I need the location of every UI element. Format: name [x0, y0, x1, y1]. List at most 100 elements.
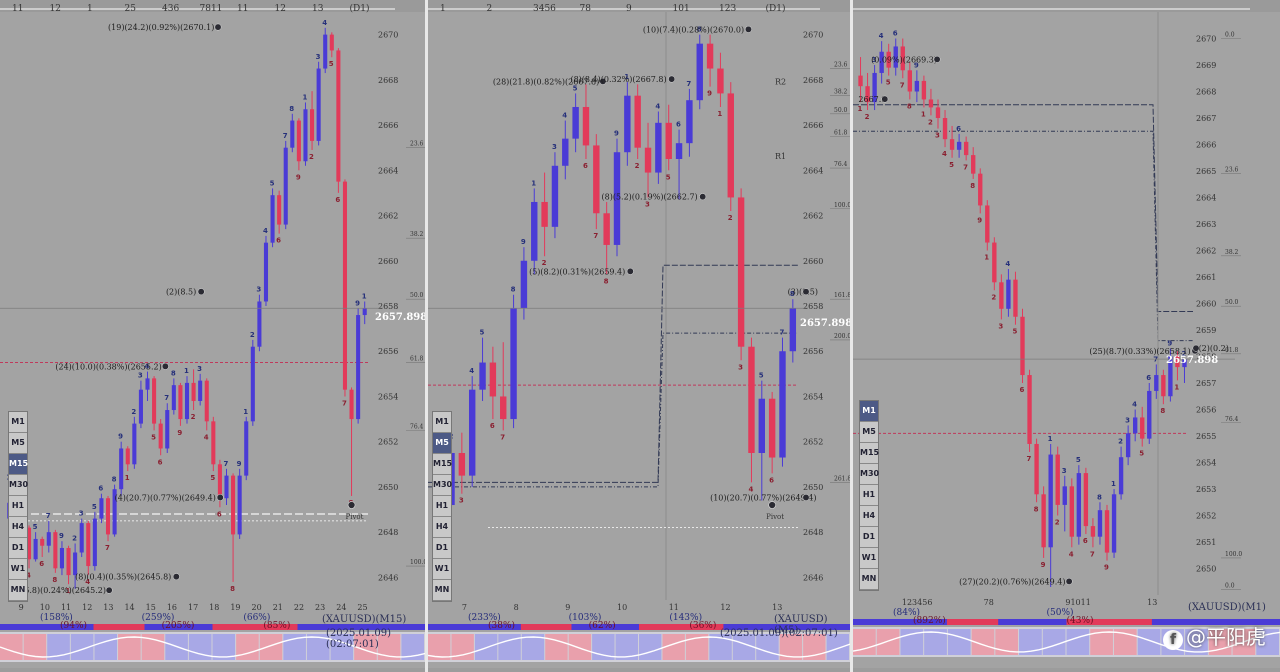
timeframe-d1[interactable]: D1: [9, 538, 27, 559]
percent-label: (84%): [893, 607, 920, 618]
timeframe-w1[interactable]: W1: [860, 548, 878, 569]
sequence-count-up: 7: [164, 394, 169, 402]
timeframe-h4[interactable]: H4: [860, 506, 878, 527]
timeframe-m5[interactable]: M5: [860, 422, 878, 443]
sequence-count-down: 2: [542, 259, 547, 267]
sequence-count-down: 8: [230, 585, 235, 593]
candle-body: [928, 99, 934, 108]
timeframe-w1[interactable]: W1: [433, 559, 451, 580]
sequence-count-down: 3: [459, 497, 464, 505]
sequence-count-up: 9: [118, 433, 123, 441]
chart-panel-m5[interactable]: 1 2 3456 78 9 101 123 (D1) 2646 2648 2650 2652 2654 2…: [428, 0, 850, 668]
sequence-count-up: 8: [790, 290, 795, 298]
symbol-label: (XAUUSD)(M1): [1188, 602, 1266, 613]
timeframe-m15[interactable]: M15: [433, 454, 452, 475]
timeframe-m5[interactable]: M5: [433, 433, 451, 454]
candle-body: [1132, 417, 1138, 434]
swing-annotation: (5)(8.2)(0.31%)(2659.4): [529, 267, 625, 276]
timeframe-h1[interactable]: H1: [860, 485, 878, 506]
timeframe-d1[interactable]: D1: [433, 538, 451, 559]
y-tick-label: 2667: [1196, 114, 1216, 123]
top-time-label: 101: [673, 4, 690, 14]
timeframe-w1[interactable]: W1: [9, 559, 27, 580]
candle-body: [1013, 279, 1018, 317]
timeframe-m5[interactable]: M5: [9, 433, 27, 454]
timeframe-h1[interactable]: H1: [433, 496, 451, 517]
fib-label: 100.0: [410, 559, 425, 566]
swing-annotation: (0.09%)(2669.3): [871, 55, 937, 64]
sequence-count-up: 7: [779, 329, 784, 337]
swing-marker: [599, 77, 607, 85]
candle-body: [900, 46, 905, 71]
oscillator-block: [1137, 629, 1161, 655]
sequence-count-down: 2: [635, 162, 640, 170]
candle-body: [956, 141, 962, 150]
swing-annotation: (2)(0.2): [1199, 344, 1229, 353]
timeframe-h1[interactable]: H1: [9, 496, 27, 517]
top-time-label: 78: [580, 4, 592, 14]
timeframe-m30[interactable]: M30: [9, 475, 28, 496]
sequence-count-up: 1: [302, 93, 307, 101]
y-tick-label: 2666: [803, 121, 823, 130]
chart-panel-m15[interactable]: 11 12 1 25 436 7811 11 12 13 (D1) 2646 2648 2650 2652…: [0, 0, 425, 668]
candle-body: [1020, 316, 1025, 376]
x-tick-label: 13: [1147, 598, 1157, 607]
timeframe-h4[interactable]: H4: [433, 517, 451, 538]
sequence-count-down: 1: [858, 105, 863, 113]
candle-body: [1140, 417, 1145, 439]
sequence-count-down: 5: [886, 79, 891, 87]
oscillator-block: [474, 634, 498, 660]
sequence-count-down: 6: [217, 510, 222, 518]
y-tick-label: 2658: [803, 302, 823, 311]
timeframe-m15[interactable]: M15: [9, 454, 28, 475]
sequence-count-up: 4: [322, 19, 327, 27]
candle-body: [665, 122, 672, 159]
candle-body: [551, 165, 559, 227]
top-time-label: 3456: [533, 4, 556, 14]
bid-price-label: 2657.898: [1166, 355, 1219, 366]
fib-label: 0.0: [1225, 32, 1235, 39]
timeframe-mn[interactable]: MN: [9, 580, 27, 601]
candle-body: [489, 362, 497, 397]
trend-bar-segment: [520, 624, 572, 630]
percent-label: (36%): [689, 620, 716, 631]
timeframe-mn[interactable]: MN: [433, 580, 451, 601]
sequence-count-up: 3: [256, 286, 261, 294]
y-tick-label: 2664: [378, 166, 398, 175]
x-tick-label: 12: [720, 603, 730, 612]
candle-body: [510, 308, 517, 420]
sequence-count-down: 6: [583, 162, 588, 170]
sequence-count-up: 5: [33, 523, 38, 531]
swing-annotation: (4)(20.7)(0.77%)(2649.4): [115, 493, 216, 502]
timeframe-m1[interactable]: M1: [433, 412, 451, 433]
pivot-marker: [347, 501, 356, 509]
sequence-count-down: 6: [1020, 386, 1025, 394]
y-tick-label: 2648: [803, 528, 823, 537]
candle-body: [1041, 494, 1046, 548]
top-time-label: 1: [87, 4, 93, 14]
candle-body: [53, 532, 58, 569]
x-tick-label: 11: [61, 603, 71, 612]
timeframe-mn[interactable]: MN: [860, 569, 878, 590]
candle-body: [204, 380, 209, 422]
sequence-count-up: 8: [289, 105, 294, 113]
oscillator-block: [1019, 629, 1042, 655]
timeframe-m1[interactable]: M1: [860, 401, 878, 422]
chart-panel-m1[interactable]: 2650 2651 2652 2653 2654 2655 2656 2657 2658 2659…: [853, 0, 1280, 668]
sequence-count-down: 4: [204, 433, 209, 441]
timeframe-m30[interactable]: M30: [433, 475, 452, 496]
fib-label: 50.0: [1225, 299, 1239, 306]
timeframe-m15[interactable]: M15: [860, 443, 879, 464]
timeframe-h4[interactable]: H4: [9, 517, 27, 538]
candle-body: [949, 139, 955, 150]
timeframe-m1[interactable]: M1: [9, 412, 27, 433]
candle-body: [152, 378, 157, 424]
candle-body: [644, 147, 652, 173]
sequence-count-down: 9: [707, 90, 712, 98]
timeframe-m30[interactable]: M30: [860, 464, 879, 485]
percent-label: (85%): [263, 620, 290, 631]
candle-body: [336, 50, 341, 182]
candle-body: [768, 398, 776, 458]
swing-marker: [1192, 344, 1200, 352]
timeframe-d1[interactable]: D1: [860, 527, 878, 548]
